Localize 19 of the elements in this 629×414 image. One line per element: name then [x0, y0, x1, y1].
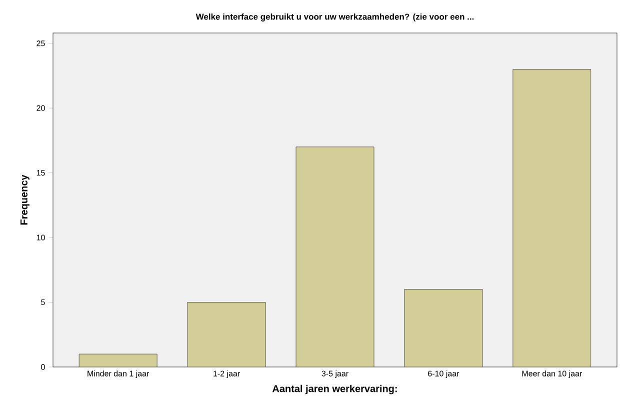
y-tick-label: 25	[36, 40, 45, 46]
bar	[78, 354, 158, 367]
bar	[187, 302, 266, 367]
x-axis-title: Aantal jaren werkervaring:	[272, 384, 397, 394]
y-tick-label: 20	[36, 105, 45, 111]
y-tick-label: 15	[36, 170, 45, 176]
bar	[404, 289, 483, 367]
bar	[296, 146, 374, 367]
bar	[512, 69, 592, 367]
x-tick-label: 3-5 jaar	[322, 370, 348, 378]
x-tick-label: Meer dan 10 jaar	[522, 370, 582, 378]
x-tick-label: 6-10 jaar	[428, 370, 460, 378]
y-tick-label: 5	[41, 299, 45, 306]
y-tick-label: 0	[41, 364, 45, 370]
y-tick-label: 10	[36, 234, 45, 240]
chart-title: Welke interface gebruikt u voor uw werkzaamheden? (zie voor een ...	[196, 13, 474, 22]
x-tick-label: Minder dan 1 jaar	[88, 370, 150, 378]
x-tick-label: 1-2 jaar	[214, 370, 240, 378]
y-axis-title: Frequency	[20, 174, 30, 225]
